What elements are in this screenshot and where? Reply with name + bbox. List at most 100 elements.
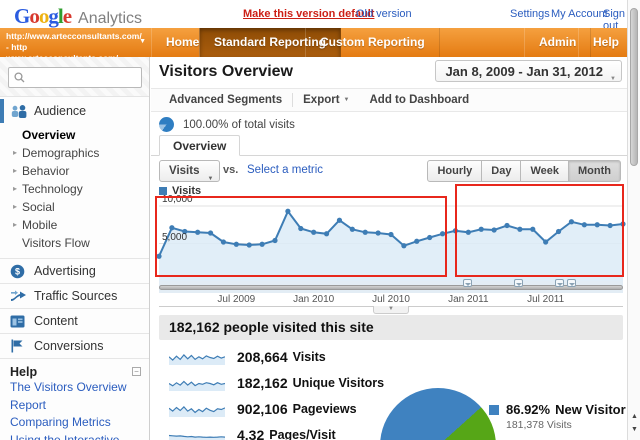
segment-pie-icon	[159, 117, 174, 132]
scrollbar-thumb[interactable]	[630, 8, 638, 166]
nav-tab-custom-reporting[interactable]: Custom Reporting	[305, 28, 440, 57]
stat-value: 4.32	[237, 427, 265, 440]
sidebar-item-behavior[interactable]: ▸ Behavior	[0, 162, 149, 180]
scroll-up-arrow[interactable]: ▲	[631, 413, 638, 420]
chart-x-axis: Jul 2009 Jan 2010 Jul 2010 Jan 2011 Jul 2011	[159, 294, 623, 306]
logo-letter: g	[48, 4, 58, 28]
export-button[interactable]: Export ▼	[303, 94, 350, 106]
chart-collapse-tab[interactable]: ▼	[373, 306, 409, 314]
legend-label: Visits	[172, 185, 202, 197]
legend-label: New Visitor	[555, 402, 626, 417]
annotation-marker-icon[interactable]	[462, 279, 472, 287]
logo-letter: e	[62, 4, 72, 28]
sidebar-item-social[interactable]: ▸ Social	[0, 198, 149, 216]
sidebar-item-label: Overview	[22, 128, 76, 142]
legend-swatch	[159, 187, 167, 195]
slider-bar[interactable]	[159, 285, 623, 290]
sidebar-item-audience[interactable]: Audience	[0, 99, 149, 123]
content-page-icon	[10, 315, 34, 328]
stat-row-unique-visitors: 182,162 Unique Visitors	[169, 373, 384, 393]
chevron-down-icon: ▼	[343, 97, 350, 103]
legend-swatch	[489, 404, 499, 415]
stat-row-pages-visit: 4.32 Pages/Visit	[169, 425, 384, 440]
search-box[interactable]	[8, 67, 142, 88]
sidebar-item-label: Social	[22, 200, 55, 214]
stat-row-visits: 208,664 Visits	[169, 347, 384, 367]
report-toolbar: Advanced Segments Export ▼ Add to Dashboa…	[151, 88, 627, 112]
stat-label: Pages/Visit	[269, 428, 336, 440]
help-link-using-the-interactive-table[interactable]: Using the Interactive Table	[10, 432, 120, 440]
help-link-the-visitors-overview-report[interactable]: The Visitors Overview Report	[10, 380, 127, 412]
annotation-marker-icon[interactable]	[513, 279, 523, 287]
metric-select-button[interactable]: Visits ▼	[159, 160, 221, 182]
stat-value: 902,106	[237, 401, 288, 417]
sidebar-item-label: Technology	[22, 182, 83, 196]
help-title: Help	[10, 365, 38, 379]
sidebar-item-visitors-flow[interactable]: Visitors Flow	[0, 234, 149, 252]
date-range-selector[interactable]: Jan 8, 2009 - Jan 31, 2012 ▼	[435, 60, 622, 82]
timeline-slider[interactable]	[159, 279, 623, 293]
my-account-link[interactable]: My Account	[551, 8, 608, 20]
sidebar-item-label: Advertising	[34, 264, 96, 278]
settings-link[interactable]: Settings	[510, 8, 550, 20]
expand-arrow-icon: ▸	[13, 148, 18, 157]
sidebar-item-technology[interactable]: ▸ Technology	[0, 180, 149, 198]
tab-overview[interactable]: Overview	[159, 135, 241, 156]
sidebar-search-area	[0, 57, 149, 97]
segment-label: 100.00% of total visits	[183, 118, 295, 131]
toolbar-divider	[292, 93, 294, 107]
account-selector[interactable]: http://www.artecconsultants.com/ - http …	[0, 28, 151, 74]
x-axis-label: Jul 2010	[372, 294, 410, 305]
make-default-link[interactable]: Make this version default	[243, 8, 375, 20]
nav-tab-standard-reporting[interactable]: Standard Reporting	[199, 28, 342, 57]
pie-legend-head: 86.92% New Visitor	[489, 402, 629, 417]
sidebar-item-label: Audience	[34, 104, 87, 118]
annotation-marker-icon[interactable]	[554, 279, 564, 287]
sidebar: Audience Overview ▸ Demographics ▸ Behavior ▸…	[0, 57, 150, 440]
search-icon	[14, 72, 25, 83]
main-content: Visitors Overview Jan 8, 2009 - Jan 31, …	[151, 57, 640, 440]
chart-legend: Visits	[159, 185, 201, 197]
sidebar-item-advertising[interactable]: $ Advertising	[0, 258, 149, 283]
sidebar-item-conversions[interactable]: Conversions	[0, 333, 149, 358]
select-metric-link[interactable]: Select a metric	[247, 164, 324, 176]
sidebar-item-content[interactable]: Content	[0, 308, 149, 333]
x-axis-label: Jul 2011	[527, 294, 565, 305]
sidebar-item-label: Mobile	[22, 218, 58, 232]
collapse-icon[interactable]: −	[132, 367, 141, 376]
page-title: Visitors Overview	[159, 63, 293, 80]
audience-people-icon	[10, 104, 34, 118]
sparkline-pages-visit	[169, 434, 225, 440]
expand-arrow-icon: ▸	[13, 220, 18, 229]
vertical-scrollbar[interactable]: ▲ ▼	[627, 0, 640, 440]
stat-label: Pageviews	[292, 402, 357, 416]
visitor-type-pie-chart[interactable]	[380, 388, 496, 440]
chevron-down-icon: ▼	[610, 76, 616, 82]
sidebar-item-traffic-sources[interactable]: Traffic Sources	[0, 283, 149, 308]
annotation-marker-icon[interactable]	[566, 279, 576, 287]
logo-letter: G	[14, 4, 30, 28]
y-axis-label: 5,000	[162, 231, 188, 243]
granularity-month[interactable]: Month	[569, 160, 621, 182]
sidebar-item-demographics[interactable]: ▸ Demographics	[0, 144, 149, 162]
old-version-link[interactable]: Old version	[356, 8, 412, 20]
granularity-week[interactable]: Week	[521, 160, 570, 182]
add-to-dashboard-button[interactable]: Add to Dashboard	[369, 94, 470, 106]
granularity-day[interactable]: Day	[482, 160, 522, 182]
advanced-segments-button[interactable]: Advanced Segments	[169, 94, 283, 106]
sparkline-visits	[169, 354, 225, 365]
nav-tab-admin[interactable]: Admin	[524, 28, 592, 57]
granularity-hourly[interactable]: Hourly	[427, 160, 483, 182]
stat-value: 182,162	[237, 375, 288, 391]
search-input[interactable]	[29, 71, 134, 84]
stat-row-pageviews: 902,106 Pageviews	[169, 399, 384, 419]
help-link-comparing-metrics[interactable]: Comparing Metrics	[10, 415, 111, 429]
legend-sub-value: 181,378 Visits	[506, 419, 572, 431]
sidebar-item-mobile[interactable]: ▸ Mobile	[0, 216, 149, 234]
stats-list: 208,664 Visits 182,162 Unique Visitors 902,1…	[169, 347, 384, 440]
scroll-down-arrow[interactable]: ▼	[631, 426, 638, 433]
summary-banner: 182,162 people visited this site	[159, 315, 623, 340]
sidebar-item-overview[interactable]: Overview	[0, 126, 149, 144]
visits-chart[interactable]: 10,000 5,000	[156, 194, 626, 281]
